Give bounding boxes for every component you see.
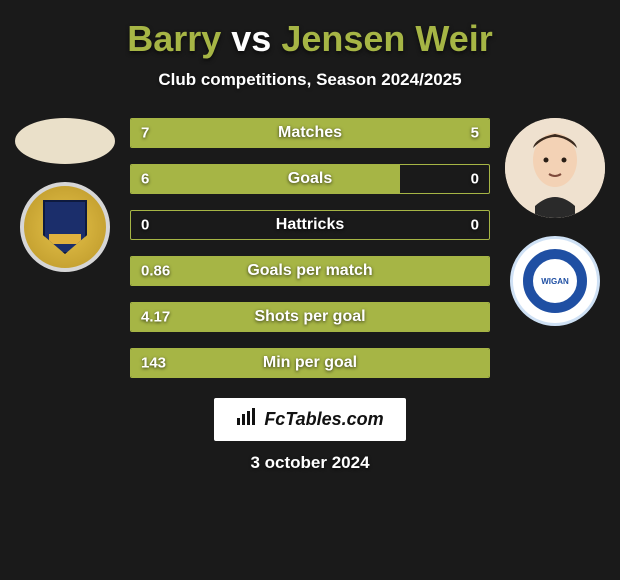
- stat-value-right: 0: [471, 171, 479, 188]
- comparison-infographic: Barry vs Jensen Weir Club competitions, …: [0, 0, 620, 483]
- player1-club-badge: [20, 182, 110, 272]
- chart-icon: [236, 408, 258, 431]
- stat-bar: 4.17 Shots per goal: [130, 302, 490, 332]
- main-row: 7 Matches 5 6 Goals 0 0 Hattricks 0 0.86 Goals per…: [0, 118, 620, 378]
- stat-label: Min per goal: [263, 354, 357, 372]
- stat-label: Matches: [278, 124, 342, 142]
- player1-avatar: [15, 118, 115, 164]
- footer: FcTables.com 3 october 2024: [0, 398, 620, 473]
- title-vs: vs: [231, 18, 271, 59]
- player2-avatar: [505, 118, 605, 218]
- bar-fill-right: [340, 119, 489, 147]
- stat-bar: 0.86 Goals per match: [130, 256, 490, 286]
- stat-bar: 7 Matches 5: [130, 118, 490, 148]
- stat-bar: 6 Goals 0: [130, 164, 490, 194]
- date-text: 3 october 2024: [250, 453, 369, 473]
- stat-value-right: 5: [471, 125, 479, 142]
- stat-label: Hattricks: [276, 216, 344, 234]
- page-title: Barry vs Jensen Weir: [0, 18, 620, 60]
- face-icon: [505, 118, 605, 218]
- right-column: WIGAN: [500, 118, 610, 378]
- stat-label: Goals per match: [247, 262, 372, 280]
- stat-value-left: 7: [141, 125, 149, 142]
- player2-club-badge: WIGAN: [510, 236, 600, 326]
- stat-bar: 0 Hattricks 0: [130, 210, 490, 240]
- stat-value-left: 143: [141, 355, 166, 372]
- brand-text: FcTables.com: [264, 409, 383, 430]
- title-player1: Barry: [127, 18, 221, 59]
- title-player2: Jensen Weir: [281, 18, 492, 59]
- stat-label: Goals: [288, 170, 332, 188]
- left-column: [10, 118, 120, 378]
- bar-fill-left: [131, 165, 400, 193]
- stat-bar: 143 Min per goal: [130, 348, 490, 378]
- stats-column: 7 Matches 5 6 Goals 0 0 Hattricks 0 0.86 Goals per…: [120, 118, 500, 378]
- stat-value-left: 4.17: [141, 309, 170, 326]
- stat-value-left: 0.86: [141, 263, 170, 280]
- badge-inner-text: WIGAN: [541, 267, 569, 295]
- shield-icon: [43, 200, 87, 254]
- stat-value-left: 6: [141, 171, 149, 188]
- stat-label: Shots per goal: [254, 308, 365, 326]
- stat-value-right: 0: [471, 217, 479, 234]
- brand-box: FcTables.com: [214, 398, 405, 441]
- stat-value-left: 0: [141, 217, 149, 234]
- subtitle: Club competitions, Season 2024/2025: [0, 70, 620, 90]
